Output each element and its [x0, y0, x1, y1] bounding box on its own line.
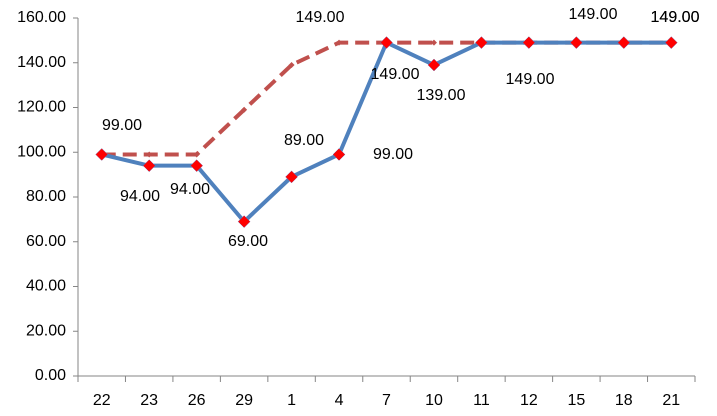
x-tick-label: 23 [140, 392, 158, 409]
marker [380, 36, 393, 49]
data-label: 99.00 [373, 146, 413, 163]
data-label: 94.00 [170, 181, 210, 198]
y-tick-label: 40.00 [26, 278, 66, 295]
x-tick-label: 12 [520, 392, 538, 409]
x-tick-label: 15 [567, 392, 585, 409]
data-label: 149.00 [371, 66, 420, 83]
x-tick-label: 7 [382, 392, 391, 409]
marker [336, 39, 343, 46]
y-tick-label: 60.00 [26, 233, 66, 250]
marker [475, 36, 488, 49]
data-label: 139.00 [417, 87, 466, 104]
marker [427, 58, 441, 72]
y-tick-label: 0.00 [35, 367, 66, 384]
x-tick-label: 4 [335, 392, 344, 409]
marker [146, 151, 153, 158]
x-tick-label: 26 [188, 392, 206, 409]
series-line [101, 40, 672, 157]
y-tick-label: 80.00 [26, 188, 66, 205]
marker [285, 170, 298, 184]
x-tick-label: 1 [287, 392, 296, 409]
data-label: 69.00 [228, 233, 268, 250]
marker [241, 106, 248, 113]
marker [664, 36, 678, 49]
marker [237, 215, 251, 228]
y-tick-label: 120.00 [17, 99, 66, 116]
data-label: 149.00 [651, 9, 700, 26]
data-label: 149.00 [651, 9, 700, 26]
x-tick-label: 18 [615, 392, 633, 409]
marker [522, 36, 536, 49]
marker [430, 39, 437, 46]
x-tick-label: 29 [235, 392, 253, 409]
y-tick-label: 20.00 [26, 322, 66, 339]
marker [569, 36, 583, 49]
marker [193, 151, 200, 158]
data-label: 94.00 [120, 188, 160, 205]
marker [288, 61, 295, 68]
y-tick-label: 140.00 [17, 54, 66, 71]
marker [332, 148, 346, 161]
data-label: 149.00 [506, 71, 555, 88]
x-tick-label: 11 [473, 392, 490, 409]
marker [95, 148, 109, 161]
marker [617, 36, 631, 49]
data-label: 89.00 [284, 132, 324, 149]
data-label: 149.00 [296, 9, 345, 26]
x-tick-label: 21 [662, 392, 680, 409]
data-label: 99.00 [102, 117, 142, 134]
y-tick-label: 160.00 [17, 9, 66, 26]
data-label: 149.00 [569, 6, 618, 23]
x-tick-label: 10 [425, 392, 443, 409]
marker [190, 159, 204, 173]
marker [142, 159, 156, 173]
y-tick-label: 100.00 [17, 143, 66, 160]
x-tick-label: 22 [93, 392, 111, 409]
